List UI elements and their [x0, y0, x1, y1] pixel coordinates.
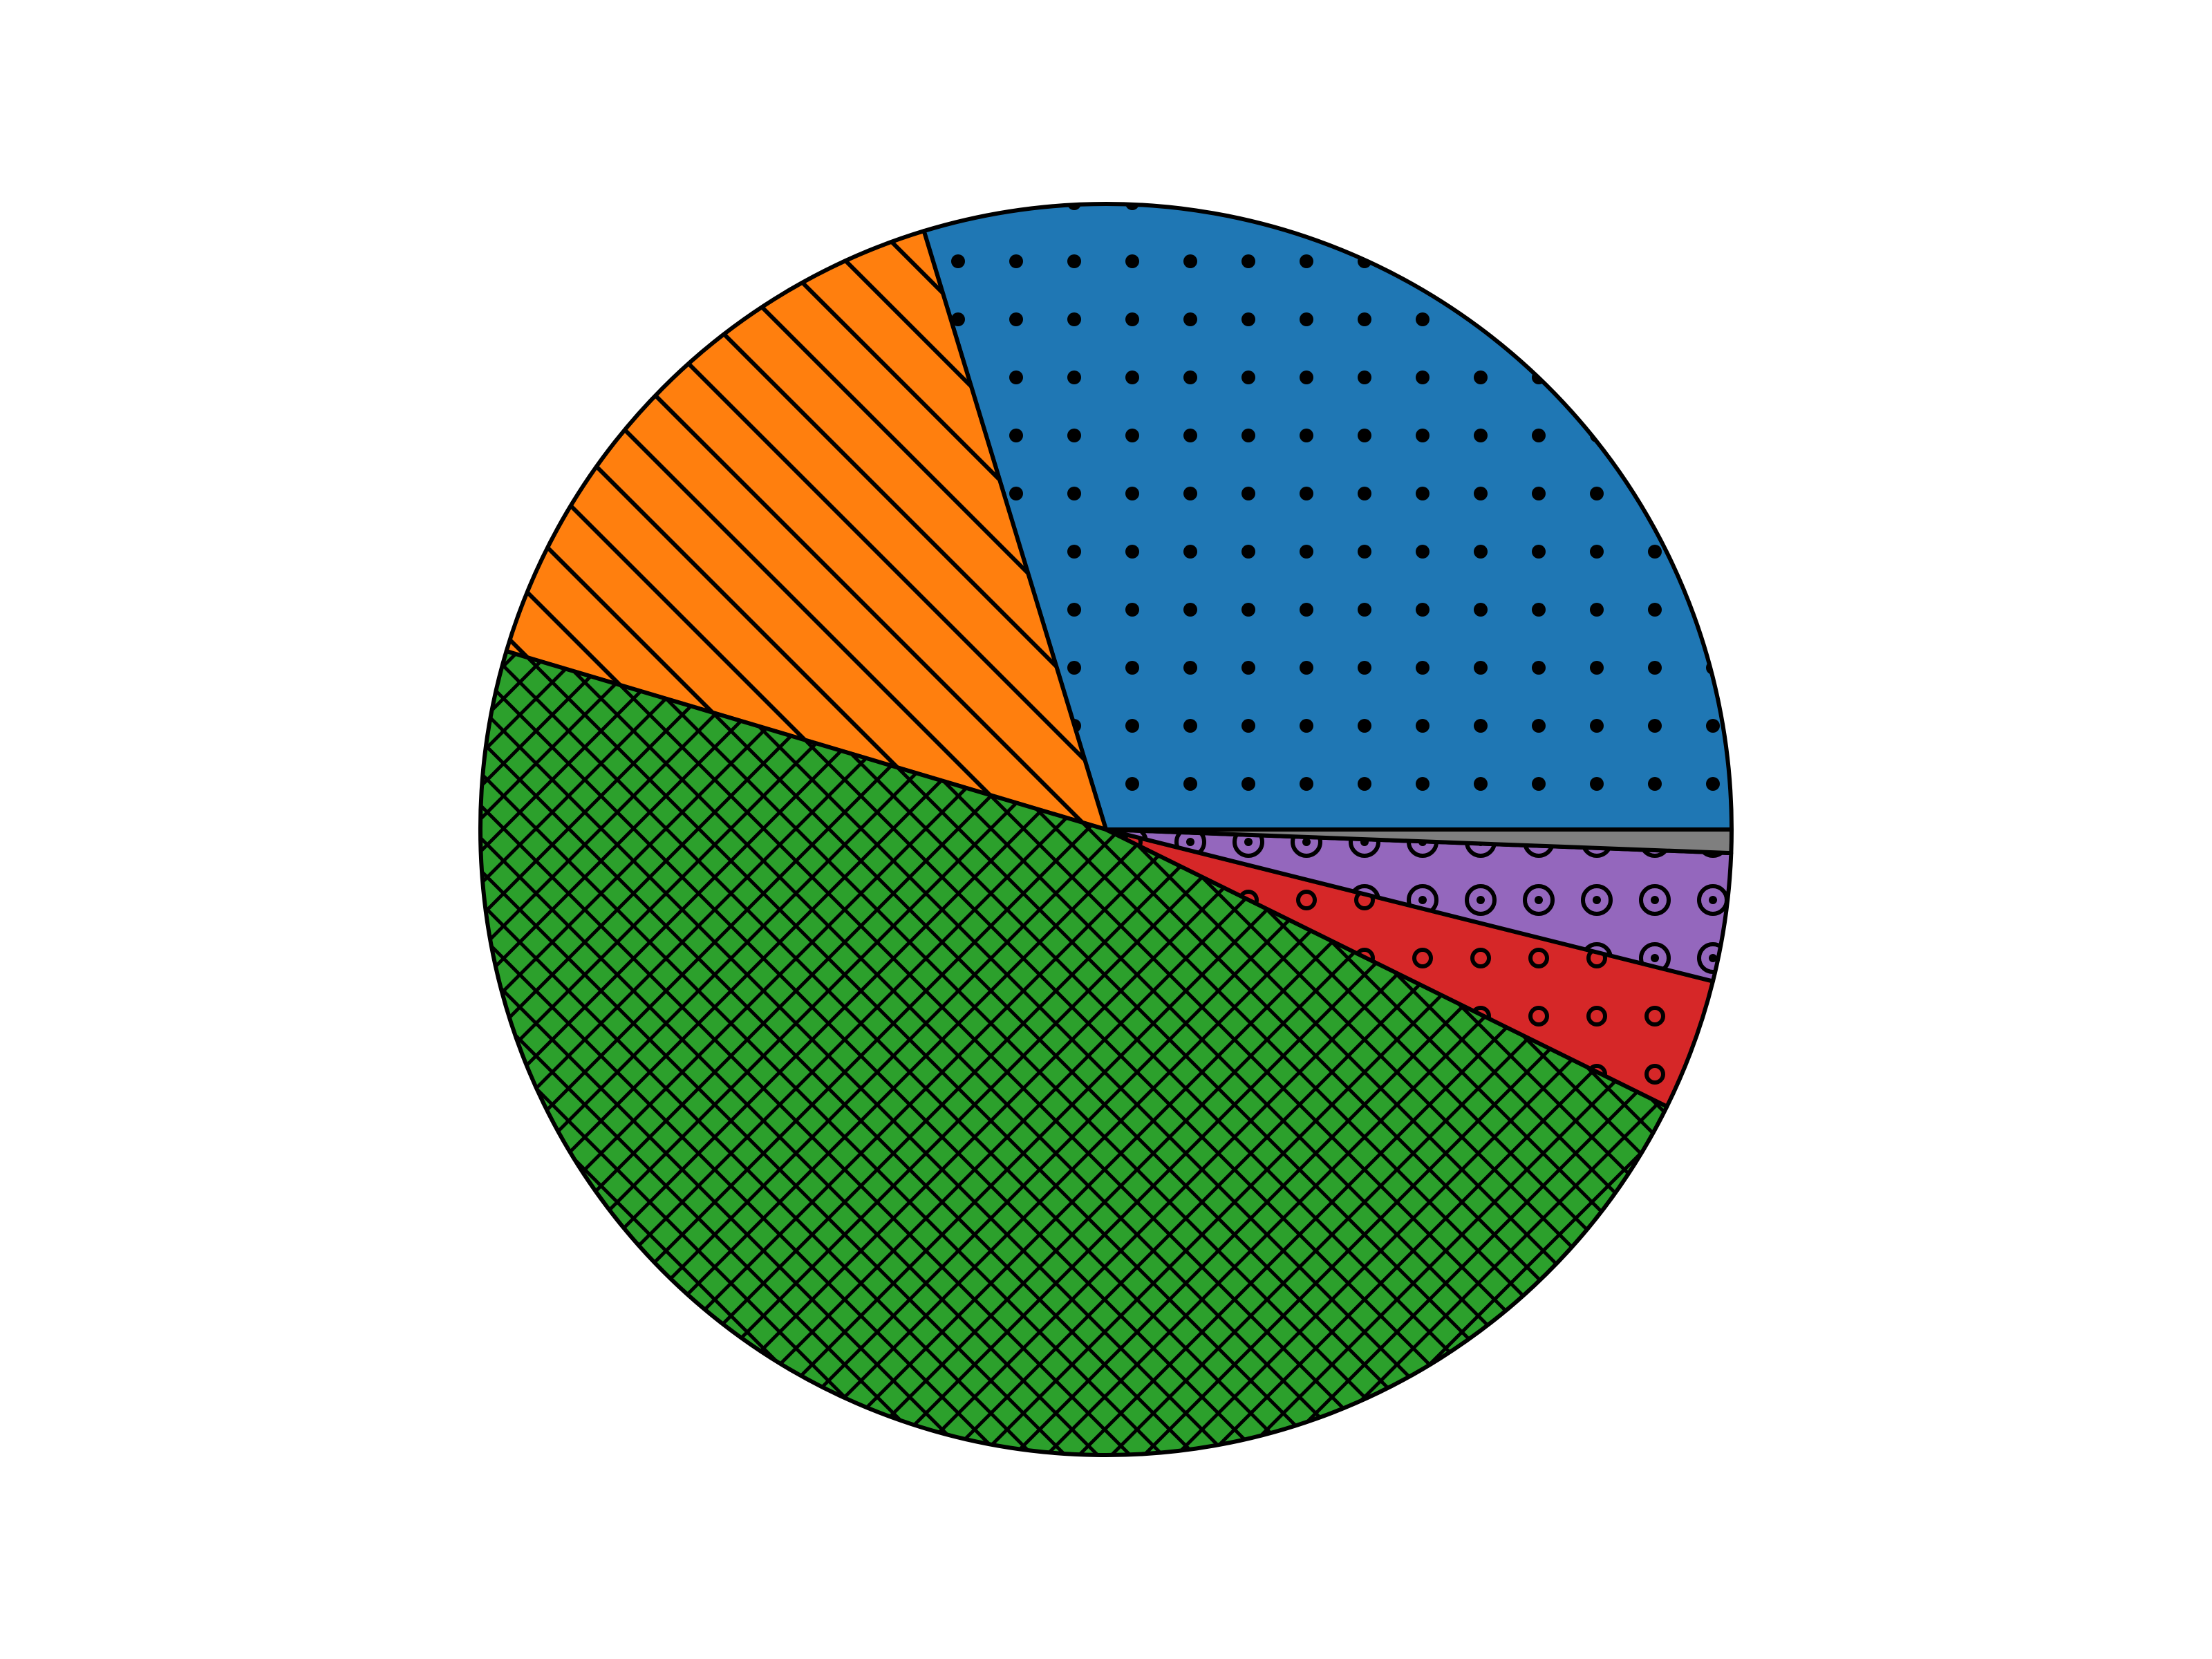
pie-slice-hatch-1 [506, 231, 1106, 830]
pie-slice-edge-0 [921, 202, 1734, 832]
pie-slice-edge-1 [504, 229, 1108, 832]
pie-slice-hatch-0 [924, 204, 1732, 830]
pie-slice-edge-2 [478, 649, 1669, 1457]
pie-slice-edge-5 [1104, 827, 1734, 856]
pie-slice-5 [1104, 827, 1734, 856]
pie-slice-hatch-2 [480, 651, 1667, 1455]
pie-slice-hatch-3 [1106, 830, 1713, 1107]
pie-slice-1 [504, 229, 1108, 832]
pie-slices [478, 202, 1734, 1457]
pie-slice-0 [921, 202, 1734, 832]
pie-slice-2 [478, 649, 1669, 1457]
